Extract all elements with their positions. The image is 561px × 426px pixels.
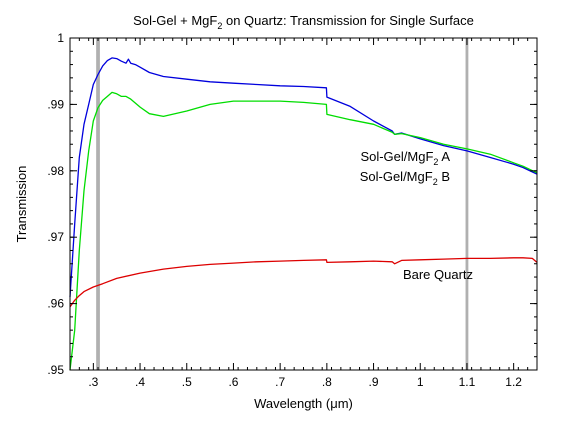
y-axis-label: Transmission (14, 166, 29, 243)
y-tick-label: .95 (47, 363, 64, 377)
x-tick-label: .4 (135, 375, 145, 389)
x-tick-label: .8 (322, 375, 332, 389)
y-tick-label: 1 (57, 31, 64, 45)
y-tick-label: .97 (47, 230, 64, 244)
legend-a-subscript: 2 (433, 157, 438, 167)
series-group (69, 57, 538, 371)
annotation-bare-quartz: Bare Quartz (403, 267, 473, 282)
x-axis-label: Wavelength (μm) (254, 396, 353, 411)
axis-ticks: .3 .4 .5 .6 .7 .8 .9 1 1.1 1.2 .95 .96 .97 .98 .99 1 (47, 31, 538, 389)
x-tick-label: .3 (88, 375, 98, 389)
shaded-band-2 (465, 38, 469, 370)
legend-entry-sol-gel-b: Sol-Gel/MgF2 B (360, 169, 450, 187)
x-tick-label: .9 (369, 375, 379, 389)
y-tick-label: .96 (47, 297, 64, 311)
chart-title-subscript: 2 (217, 21, 222, 31)
x-tick-label: 1.1 (459, 375, 476, 389)
y-tick-label: .99 (47, 97, 64, 111)
series-line-bare-quartz (69, 257, 538, 308)
x-tick-label: .7 (275, 375, 285, 389)
chart-title-suffix: on Quartz: Transmission for Single Surfa… (222, 13, 473, 28)
shaded-bands (96, 38, 469, 370)
x-tick-label: .6 (228, 375, 238, 389)
legend-b-subscript: 2 (433, 177, 438, 187)
series-line-sol-gel-mgf2-a (69, 57, 538, 298)
shaded-band-1 (96, 38, 100, 370)
legend-b-prefix: Sol-Gel/MgF (360, 169, 433, 184)
chart-title: Sol-Gel + MgF2 on Quartz: Transmission f… (133, 13, 474, 31)
legend-entry-sol-gel-a: Sol-Gel/MgF2 A (360, 149, 450, 167)
legend-a-suffix: A (438, 149, 450, 164)
x-tick-label: .5 (182, 375, 192, 389)
legend-b-suffix: B (438, 169, 450, 184)
x-tick-label: 1 (417, 375, 424, 389)
x-tick-label: 1.2 (505, 375, 522, 389)
series-line-sol-gel-mgf2-b (69, 91, 538, 371)
y-tick-label: .98 (47, 164, 64, 178)
legend-a-prefix: Sol-Gel/MgF (360, 149, 433, 164)
chart-title-prefix: Sol-Gel + MgF (133, 13, 217, 28)
